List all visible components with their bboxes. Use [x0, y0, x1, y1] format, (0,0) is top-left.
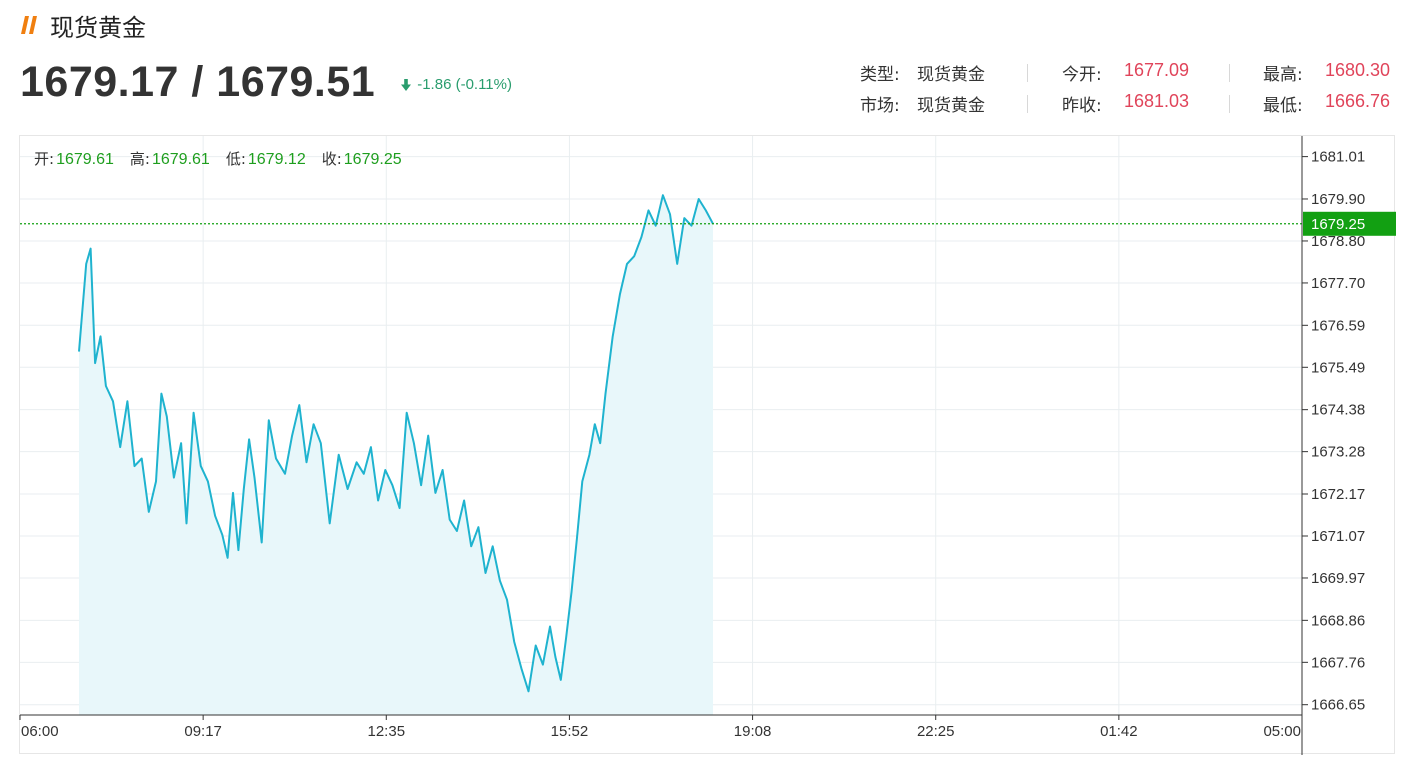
open-label: 今开:	[1062, 65, 1102, 85]
ohlc-close-value: 1679.25	[343, 151, 402, 168]
market-label: 市场:	[860, 96, 900, 116]
y-tick-label: 1667.76	[1311, 654, 1365, 671]
ohlc-open: 开: 1679.61	[34, 148, 114, 169]
ohlc-low-value: 1679.12	[247, 151, 306, 168]
ohlc-low-label: 低:	[225, 150, 246, 168]
down-arrow-icon	[401, 78, 412, 91]
type-value: 现货黄金	[917, 65, 985, 85]
y-tick-label: 1677.70	[1311, 275, 1365, 292]
x-tick-label: 06:00	[21, 723, 59, 740]
low-label: 最低:	[1263, 96, 1303, 116]
y-tick-label: 1666.65	[1311, 697, 1365, 714]
page-title: 现货黄金	[50, 13, 146, 42]
ohlc-low: 低: 1679.12	[226, 148, 306, 169]
market-value: 现货黄金	[917, 96, 985, 116]
chart-axes	[19, 136, 1308, 755]
info-row-1: 类型: 现货黄金 今开: 1677.09 最高: 1680.30	[860, 60, 1400, 88]
y-tick-label: 1669.97	[1311, 570, 1365, 587]
current-price-label: 1679.25	[1311, 216, 1365, 233]
x-tick-label: 12:35	[368, 723, 406, 740]
y-tick-label: 1679.90	[1311, 191, 1365, 208]
price-row: 1679.17 / 1679.51 -1.86 (-0.11%)	[20, 58, 512, 107]
x-tick-label: 22:25	[917, 723, 955, 740]
low-value: 1666.76	[1325, 91, 1391, 111]
high-value: 1680.30	[1325, 60, 1391, 80]
y-tick-label: 1668.86	[1311, 612, 1365, 629]
page-header: 现货黄金	[20, 8, 146, 42]
x-tick-label: 09:17	[184, 723, 222, 740]
y-tick-label: 1674.38	[1311, 402, 1365, 419]
y-tick-label: 1671.07	[1311, 528, 1365, 545]
x-tick-label: 01:42	[1100, 723, 1138, 740]
x-tick-label: 19:08	[734, 723, 772, 740]
ohlc-close-label: 收:	[321, 150, 342, 168]
type-label: 类型:	[860, 65, 900, 85]
ohlc-readout: 开: 1679.61 高: 1679.61 低: 1679.12 收: 1679.25	[34, 148, 402, 169]
prev-close-value: 1681.03	[1124, 91, 1190, 111]
price-change: -1.86 (-0.11%)	[401, 76, 512, 93]
title-accent-icon	[21, 16, 37, 34]
chart-frame	[19, 135, 1395, 754]
price-line	[78, 194, 714, 693]
price-change-value: -1.86 (-0.11%)	[417, 76, 512, 93]
current-price-tag	[1303, 211, 1396, 236]
info-divider	[1229, 95, 1230, 113]
y-tick-label: 1675.49	[1311, 359, 1365, 376]
y-tick-label: 1678.80	[1311, 233, 1365, 250]
ohlc-open-value: 1679.61	[56, 151, 114, 168]
info-divider	[1229, 64, 1230, 82]
x-tick-label: 05:00	[1263, 723, 1301, 740]
ohlc-close: 收: 1679.25	[322, 148, 402, 169]
ohlc-high-value: 1679.61	[151, 151, 210, 168]
y-tick-label: 1672.17	[1311, 486, 1365, 503]
x-tick-label: 15:52	[551, 723, 589, 740]
price-area-fill	[79, 195, 713, 715]
y-tick-label: 1673.28	[1311, 444, 1365, 461]
bid-ask-price: 1679.17 / 1679.51	[20, 58, 376, 106]
info-divider	[1027, 64, 1028, 82]
ohlc-high-label: 高:	[129, 150, 150, 168]
open-value: 1677.09	[1124, 60, 1190, 80]
ohlc-high: 高: 1679.61	[130, 148, 210, 169]
y-tick-label: 1676.59	[1311, 317, 1365, 334]
info-row-2: 市场: 现货黄金 昨收: 1681.03 最低: 1666.76	[860, 91, 1400, 119]
chart-series	[20, 194, 1302, 715]
high-label: 最高:	[1263, 65, 1303, 85]
y-tick-label: 1681.01	[1311, 149, 1365, 166]
ohlc-open-label: 开:	[34, 150, 55, 168]
prev-close-label: 昨收:	[1062, 96, 1102, 116]
info-divider	[1027, 95, 1028, 113]
chart-tick-labels: 1681.01 1679.90 1678.80 1677.70 1676.59 1675.…	[21, 149, 1396, 740]
